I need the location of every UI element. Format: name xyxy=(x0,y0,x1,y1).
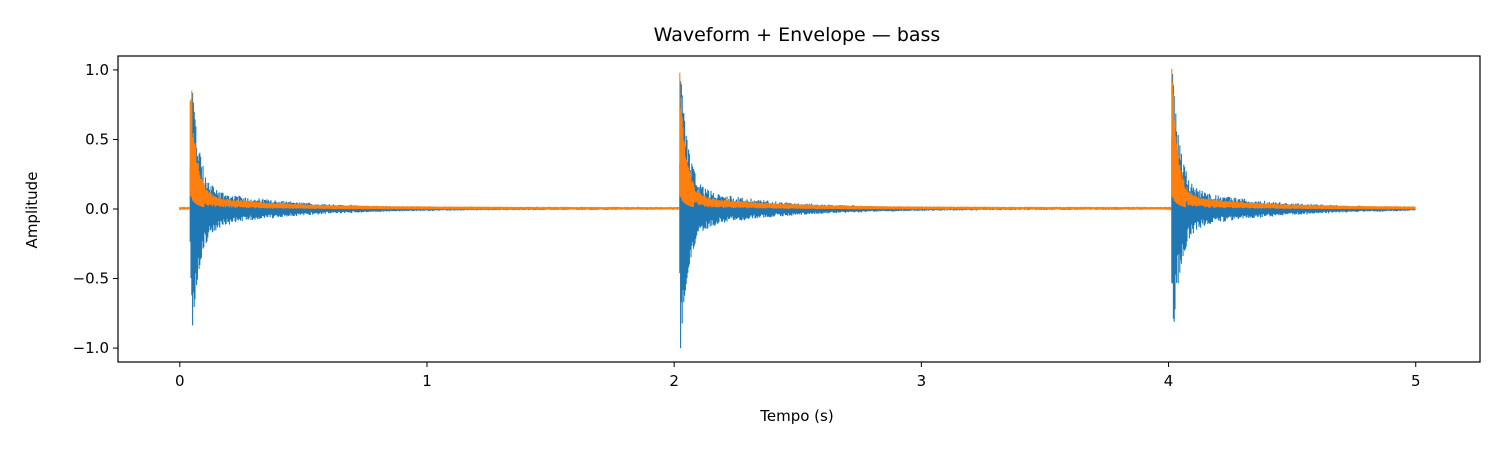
y-axis: 1.0 0.5 0.0 −0.5 −1.0 xyxy=(73,61,118,357)
y-axis-label: Amplitude xyxy=(23,172,41,249)
y-tick-label: 0.0 xyxy=(85,200,109,218)
x-tick-label: 4 xyxy=(1164,372,1174,390)
waveform-trace xyxy=(179,74,1416,349)
y-tick-label: 0.5 xyxy=(85,130,109,148)
y-tick-label: −0.5 xyxy=(73,270,109,288)
y-tick-label: 1.0 xyxy=(85,61,109,79)
chart-title: Waveform + Envelope — bass xyxy=(654,24,941,46)
x-tick-label: 1 xyxy=(422,372,432,390)
waveform-series xyxy=(179,74,1416,349)
x-tick-label: 3 xyxy=(917,372,927,390)
y-tick-label: −1.0 xyxy=(73,339,109,357)
x-axis: 0 1 2 3 4 5 xyxy=(175,362,1421,390)
x-tick-label: 0 xyxy=(175,372,185,390)
x-tick-label: 2 xyxy=(669,372,679,390)
x-axis-label: Tempo (s) xyxy=(759,407,833,425)
envelope-series xyxy=(179,68,1416,210)
envelope-trace xyxy=(179,68,1416,210)
x-tick-label: 5 xyxy=(1411,372,1421,390)
